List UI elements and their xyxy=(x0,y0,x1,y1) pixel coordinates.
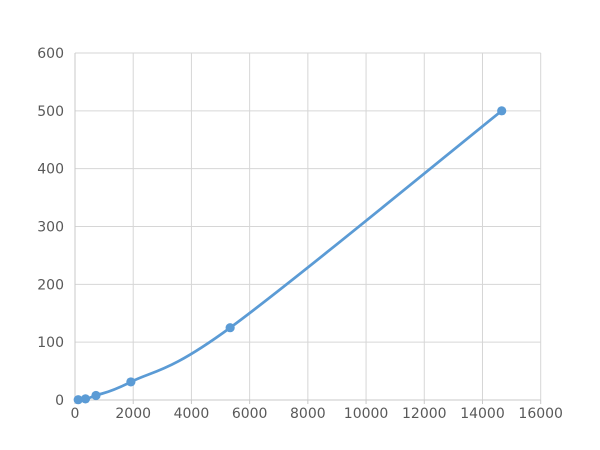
x-tick-label: 16000 xyxy=(518,406,563,422)
x-tick-label: 12000 xyxy=(402,406,447,422)
data-point-marker xyxy=(497,106,507,116)
data-point-marker xyxy=(126,377,136,387)
y-tick-label: 400 xyxy=(37,162,64,178)
data-point-marker xyxy=(91,390,101,401)
y-tick-label: 300 xyxy=(37,220,64,236)
x-tick-label: 0 xyxy=(71,406,80,422)
y-tick-label: 600 xyxy=(37,46,64,62)
y-tick-label: 100 xyxy=(37,335,64,351)
x-tick-label: 14000 xyxy=(460,406,505,422)
data-point-marker xyxy=(73,395,83,405)
series-line xyxy=(76,109,504,402)
y-tick-label: 500 xyxy=(37,104,64,120)
data-point-marker xyxy=(225,323,235,333)
y-tick-label: 200 xyxy=(37,277,64,293)
x-tick-label: 10000 xyxy=(344,406,389,422)
x-tick-label: 2000 xyxy=(115,406,151,422)
data-point-marker xyxy=(80,394,91,404)
y-tick-label: 0 xyxy=(55,393,64,409)
x-tick-label: 4000 xyxy=(174,406,210,422)
x-tick-label: 8000 xyxy=(290,406,326,422)
x-tick-label: 6000 xyxy=(232,406,268,422)
